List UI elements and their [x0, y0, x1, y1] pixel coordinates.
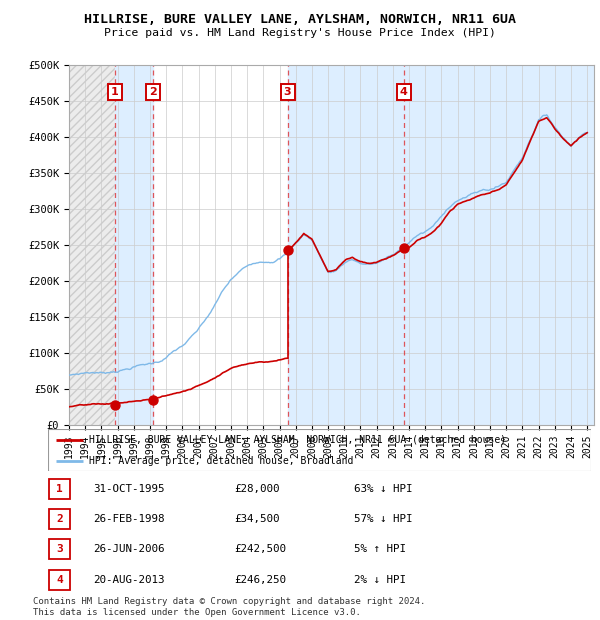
Text: £34,500: £34,500: [234, 514, 280, 524]
Bar: [69, 65, 115, 425]
Text: 26-FEB-1998: 26-FEB-1998: [93, 514, 164, 524]
Text: £246,250: £246,250: [234, 575, 286, 585]
Text: 20-AUG-2013: 20-AUG-2013: [93, 575, 164, 585]
Text: HILLRISE, BURE VALLEY LANE, AYLSHAM, NORWICH, NR11 6UA (detached house): HILLRISE, BURE VALLEY LANE, AYLSHAM, NOR…: [89, 435, 506, 445]
Text: Contains HM Land Registry data © Crown copyright and database right 2024.: Contains HM Land Registry data © Crown c…: [33, 597, 425, 606]
Bar: [404, 65, 595, 425]
Text: 57% ↓ HPI: 57% ↓ HPI: [354, 514, 413, 524]
Text: 4: 4: [56, 575, 63, 585]
Text: 5% ↑ HPI: 5% ↑ HPI: [354, 544, 406, 554]
Bar: [287, 65, 404, 425]
Text: 1: 1: [56, 484, 63, 494]
Bar: [115, 65, 152, 425]
Text: 63% ↓ HPI: 63% ↓ HPI: [354, 484, 413, 494]
Text: 4: 4: [400, 87, 407, 97]
Text: 26-JUN-2006: 26-JUN-2006: [93, 544, 164, 554]
Text: £242,500: £242,500: [234, 544, 286, 554]
Text: 31-OCT-1995: 31-OCT-1995: [93, 484, 164, 494]
Text: 2: 2: [149, 87, 157, 97]
Text: HILLRISE, BURE VALLEY LANE, AYLSHAM, NORWICH, NR11 6UA: HILLRISE, BURE VALLEY LANE, AYLSHAM, NOR…: [84, 14, 516, 26]
Text: Price paid vs. HM Land Registry's House Price Index (HPI): Price paid vs. HM Land Registry's House …: [104, 29, 496, 38]
Text: £28,000: £28,000: [234, 484, 280, 494]
Text: This data is licensed under the Open Government Licence v3.0.: This data is licensed under the Open Gov…: [33, 608, 361, 617]
Text: HPI: Average price, detached house, Broadland: HPI: Average price, detached house, Broa…: [89, 456, 353, 466]
Text: 2: 2: [56, 514, 63, 524]
Text: 1: 1: [111, 87, 119, 97]
Bar: [69, 65, 115, 425]
Text: 2% ↓ HPI: 2% ↓ HPI: [354, 575, 406, 585]
Text: 3: 3: [56, 544, 63, 554]
Text: 3: 3: [284, 87, 292, 97]
